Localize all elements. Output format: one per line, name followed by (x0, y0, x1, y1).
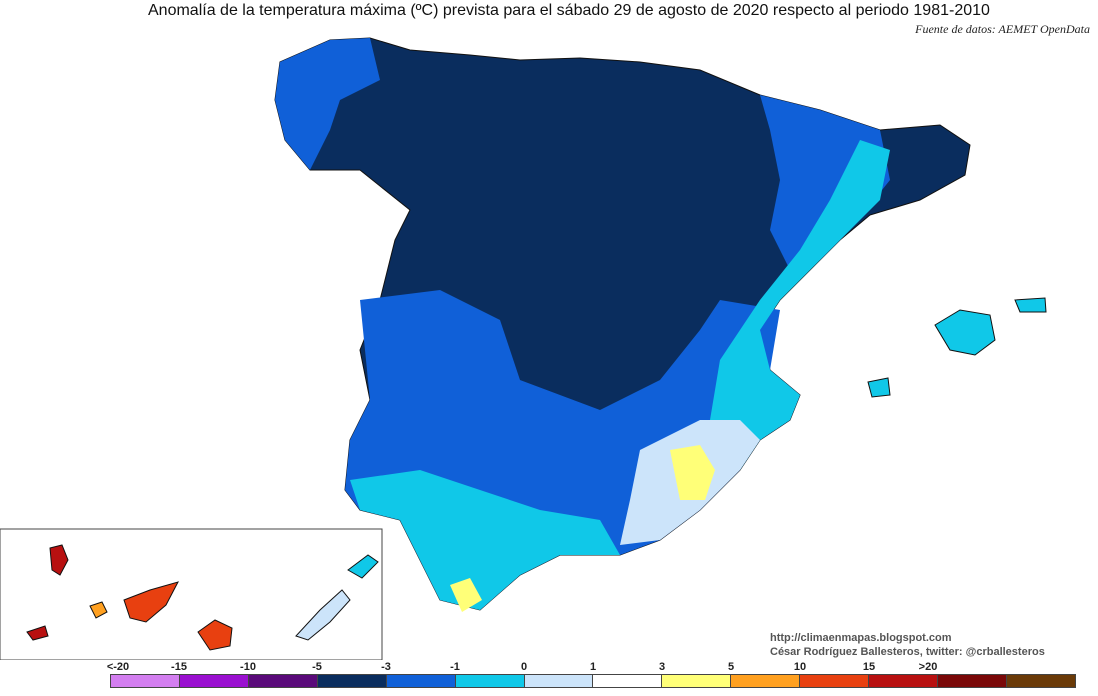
band-south (350, 470, 620, 610)
la-palma (49, 544, 69, 576)
band-northeast (760, 95, 890, 270)
legend-tick-label: >20 (918, 661, 938, 673)
legend-swatch (524, 675, 594, 687)
band-malaga-yellow (450, 578, 482, 612)
legend-tick-label: 3 (658, 661, 666, 673)
legend-tick-label: -3 (381, 661, 391, 673)
la-gomera (89, 601, 108, 619)
legend-tick-label: 5 (727, 661, 735, 673)
data-source: Fuente de datos: AEMET OpenData (915, 22, 1090, 36)
band-northwest (275, 38, 380, 170)
legend-tick-label: -15 (171, 661, 187, 673)
legend-swatch (800, 675, 870, 687)
legend-tick-label: 10 (793, 661, 807, 673)
fuerteventura (295, 589, 351, 641)
ibiza (867, 377, 891, 398)
legend-tick-label: <-20 (106, 661, 130, 673)
credits-author: César Rodríguez Ballesteros, twitter: @c… (770, 646, 1045, 658)
legend-tick-label: -5 (312, 661, 322, 673)
credits-url: http://climaenmapas.blogspot.com (770, 632, 952, 644)
el-hierro (26, 625, 49, 641)
legend-swatch (1006, 675, 1075, 687)
credits: http://climaenmapas.blogspot.com César R… (770, 631, 1045, 659)
legend-swatch (455, 675, 525, 687)
legend-tick-label: 15 (862, 661, 876, 673)
legend-swatch (317, 675, 387, 687)
legend-tick-label: -1 (450, 661, 460, 673)
mallorca (934, 309, 996, 356)
band-east-coast (710, 140, 890, 470)
legend-swatch (593, 675, 663, 687)
legend-swatch (869, 675, 939, 687)
legend-swatch (731, 675, 801, 687)
gran-canaria (197, 619, 233, 651)
band-southeast-yellow (670, 445, 715, 500)
canarias-inset (0, 528, 383, 660)
legend-swatch (386, 675, 456, 687)
legend-tick-label: 0 (520, 661, 528, 673)
anomaly-map (0, 37, 1047, 660)
legend-swatch (662, 675, 732, 687)
tenerife (123, 581, 179, 623)
lanzarote (347, 554, 379, 579)
legend-swatch (111, 675, 180, 687)
color-legend (110, 674, 1076, 688)
legend-swatch (179, 675, 249, 687)
menorca (1014, 297, 1047, 313)
legend-tick-label: -10 (240, 661, 256, 673)
map-title: Anomalía de la temperatura máxima (ºC) p… (148, 2, 990, 19)
legend-swatch (248, 675, 318, 687)
legend-swatch (938, 675, 1007, 687)
legend-tick-label: 1 (589, 661, 597, 673)
